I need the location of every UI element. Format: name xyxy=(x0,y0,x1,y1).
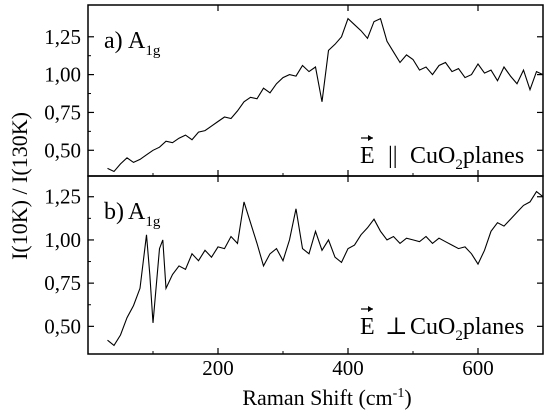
panel-b-label: b) xyxy=(104,199,124,225)
panel-a-chem-sub: 2 xyxy=(455,157,463,173)
panel-b-y-tick-label: 0,75 xyxy=(44,271,81,295)
panel-a-annotation: E || CuO2planes xyxy=(360,135,524,173)
x-tick-label: 600 xyxy=(462,356,494,380)
panel-b-annotation: E ⊥ CuO2planes xyxy=(360,306,524,344)
x-axis-title-main: Raman Shift (cm xyxy=(242,385,392,410)
panel-a-symbol: A1g xyxy=(128,28,161,59)
panel-a-y-tick-label: 0,50 xyxy=(44,138,81,162)
panel-a-series-line xyxy=(107,17,544,173)
panel-b-y-ticks: 0,50 0,75 1,00 1,25 xyxy=(44,185,543,338)
panel-b-chem: CuO2planes xyxy=(410,314,524,344)
x-tick-labels: 200 400 600 xyxy=(202,356,494,380)
x-tick-label: 400 xyxy=(332,356,364,380)
panel-b-symbol-main: A xyxy=(128,199,146,225)
panel-a-symbol-sub: 1g xyxy=(145,43,161,59)
panel-b-frame xyxy=(87,175,544,355)
panel-b-vector-arrow-head xyxy=(368,306,373,312)
x-axis-title: Raman Shift (cm-1) xyxy=(242,385,411,410)
x-axis-title-end: ) xyxy=(404,385,411,410)
panel-b-y-tick-label: 0,50 xyxy=(44,314,81,338)
panel-b-chem-rest: planes xyxy=(463,314,524,340)
panel-b-vector-e: E xyxy=(360,314,375,340)
panel-b-series-line xyxy=(107,190,544,347)
panel-a-vector-e: E xyxy=(360,143,375,169)
x-axis-title-sup: -1 xyxy=(393,386,405,401)
panel-a-label: a) xyxy=(104,28,123,54)
panel-a-chem-main: CuO xyxy=(410,143,455,169)
panel-a-chem-rest: planes xyxy=(463,143,524,169)
panel-b-symbol: A1g xyxy=(128,199,161,230)
panel-b-chem-main: CuO xyxy=(410,314,455,340)
panel-b-symbol-sub: 1g xyxy=(145,214,161,230)
panel-b-y-tick-label: 1,25 xyxy=(44,185,81,209)
panel-a-relation: || xyxy=(388,143,398,169)
panel-a-y-tick-label: 1,25 xyxy=(44,25,81,49)
panel-a: 0,50 0,75 1,00 1,25 a) A1g E || CuO2planes xyxy=(44,4,544,177)
panel-b-x-ticks xyxy=(152,176,479,354)
panel-a-symbol-main: A xyxy=(128,28,146,54)
panel-b-y-tick-label: 1,00 xyxy=(44,228,81,252)
panel-b-relation: ⊥ xyxy=(385,314,408,340)
panel-a-chem: CuO2planes xyxy=(410,143,524,173)
panel-a-y-tick-label: 0,75 xyxy=(44,100,81,124)
y-axis-title: I(10K) / I(130K) xyxy=(7,112,32,260)
panel-a-vector-arrow-head xyxy=(368,135,373,141)
panel-a-y-tick-label: 1,00 xyxy=(44,63,81,87)
panel-b: 0,50 0,75 1,00 1,25 b) A1g E ⊥ CuO2planes xyxy=(44,175,544,355)
x-tick-label: 200 xyxy=(202,356,234,380)
panel-b-chem-sub: 2 xyxy=(455,328,463,344)
